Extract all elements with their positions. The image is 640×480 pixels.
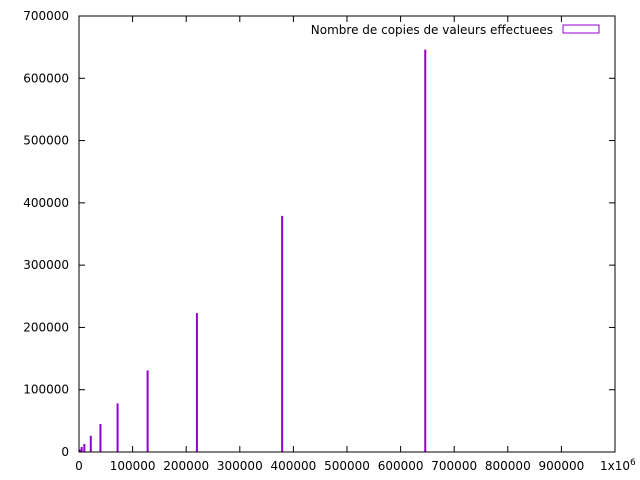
x-tick-label-last-exponent: 6 <box>630 458 636 468</box>
x-tick-label: 600000 <box>378 459 424 473</box>
x-tick-label: 700000 <box>431 459 477 473</box>
y-tick-label: 100000 <box>23 383 69 397</box>
x-tick-label: 500000 <box>324 459 370 473</box>
plot-frame <box>78 15 616 453</box>
x-tick-label: 200000 <box>163 459 209 473</box>
x-tick-label-last-base: 1x10 <box>600 459 630 473</box>
y-tick-label: 300000 <box>23 258 69 272</box>
legend: Nombre de copies de valeurs effectuees <box>311 23 600 37</box>
x-tick-label: 0 <box>75 459 83 473</box>
x-tick-label: 800000 <box>485 459 531 473</box>
bars-layer <box>79 49 615 453</box>
y-tick-label: 400000 <box>23 196 69 210</box>
x-tick-label: 100000 <box>110 459 156 473</box>
y-tick-label: 700000 <box>23 9 69 23</box>
y-axis: 0 100000 200000 300000 400000 500000 600000 700… <box>23 9 615 459</box>
y-tick-label: 500000 <box>23 134 69 148</box>
y-tick-label: 0 <box>61 445 69 459</box>
x-tick-label: 900000 <box>538 459 584 473</box>
x-tick-label: 400000 <box>270 459 316 473</box>
y-tick-label: 600000 <box>23 71 69 85</box>
x-axis: 0 100000 200000 300000 400000 500000 600000 700… <box>75 16 636 473</box>
legend-label: Nombre de copies de valeurs effectuees <box>311 23 553 37</box>
y-tick-label: 200000 <box>23 320 69 334</box>
x-tick-label-last: 1x106 <box>600 458 636 473</box>
x-tick-label: 300000 <box>217 459 263 473</box>
legend-swatch <box>562 24 600 34</box>
